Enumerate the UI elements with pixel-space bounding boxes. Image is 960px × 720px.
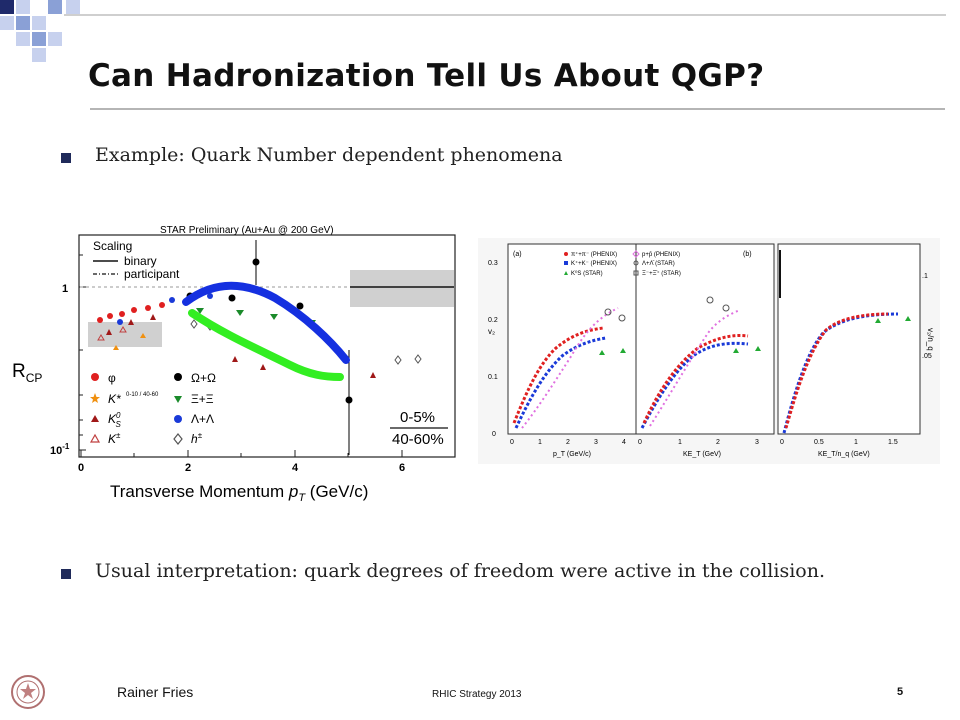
v2-legend: π⁺+π⁻ (PHENIX) K⁺+K⁻ (PHENIX) K⁰S (STAR)… bbox=[564, 250, 681, 277]
svg-text:φ: φ bbox=[108, 371, 116, 385]
svg-text:Ξ+Ξ: Ξ+Ξ bbox=[191, 392, 214, 406]
svg-text:h±: h± bbox=[191, 431, 203, 446]
svg-text:K0S: K0 S bbox=[108, 411, 121, 429]
v2-yticks: 0 0.1 0.2 0.3 bbox=[488, 260, 498, 438]
baryon-trend-curve bbox=[182, 281, 350, 364]
v2-xlabels: p_T (GeV/c) KE_T (GeV) KE_T/n_q (GeV) bbox=[553, 451, 870, 458]
centrality-bottom: 40-60% bbox=[392, 431, 444, 448]
svg-text:0.2: 0.2 bbox=[488, 317, 498, 324]
page-number: 5 bbox=[897, 686, 904, 698]
rcp-data-markers bbox=[97, 240, 422, 455]
rcp-ylabel: RCP bbox=[12, 361, 42, 385]
svg-text:3: 3 bbox=[594, 439, 598, 446]
bullet-marker bbox=[61, 153, 71, 163]
panel-b-label: (b) bbox=[743, 251, 752, 258]
university-seal bbox=[11, 675, 45, 709]
svg-text:2: 2 bbox=[716, 439, 720, 446]
v2-panel-a bbox=[507, 243, 637, 435]
svg-text:Λ+Λ: Λ+Λ bbox=[191, 412, 214, 426]
svg-text:K*: K* bbox=[108, 392, 121, 406]
rcp-xtick-2: 2 bbox=[185, 462, 191, 474]
svg-text:3: 3 bbox=[755, 439, 759, 446]
legend-binary: binary bbox=[124, 254, 157, 268]
v2-xticks: 0 1 2 3 4 0 1 2 3 0 0.5 1 1.5 bbox=[510, 439, 898, 446]
v2-panel-b bbox=[635, 243, 775, 435]
svg-text:π⁺+π⁻ (PHENIX): π⁺+π⁻ (PHENIX) bbox=[571, 251, 617, 258]
svg-text:0-10 / 40-60: 0-10 / 40-60 bbox=[126, 392, 159, 398]
rcp-header: STAR Preliminary (Au+Au @ 200 GeV) bbox=[160, 225, 334, 236]
v2-data-points bbox=[512, 296, 911, 434]
svg-text:0.1: 0.1 bbox=[488, 374, 498, 381]
rcp-species-legend: φ K* 0-10 / 40-60 K0 S K± Ω+Ω Ξ+Ξ Λ+Λ h± bbox=[89, 371, 216, 446]
svg-text:4: 4 bbox=[622, 439, 626, 446]
title-divider bbox=[90, 108, 945, 110]
systematic-band-right bbox=[350, 270, 454, 307]
slide-title: Can Hadronization Tell Us About QGP? bbox=[88, 58, 765, 94]
svg-text:0: 0 bbox=[510, 439, 514, 446]
svg-text:Λ+Λ̄ (STAR): Λ+Λ̄ (STAR) bbox=[642, 261, 675, 267]
bullet-text-2: Usual interpretation: quark degrees of f… bbox=[95, 560, 825, 582]
svg-text:1: 1 bbox=[678, 439, 682, 446]
svg-text:2: 2 bbox=[566, 439, 570, 446]
rcp-scaling-title: Scaling bbox=[93, 239, 132, 253]
rcp-plot-frame bbox=[78, 234, 456, 458]
v2-ylabel: v₂ bbox=[488, 327, 495, 336]
v2-panel-c bbox=[777, 243, 921, 435]
rcp-xtick-0: 0 bbox=[78, 462, 84, 474]
svg-text:0.3: 0.3 bbox=[488, 260, 498, 267]
bullet-marker bbox=[61, 569, 71, 579]
systematic-band-left bbox=[88, 322, 162, 347]
bullet-text-1: Example: Quark Number dependent phenomen… bbox=[95, 144, 563, 166]
panel-a-label: (a) bbox=[513, 251, 522, 258]
svg-text:K±: K± bbox=[108, 431, 121, 446]
svg-text:1: 1 bbox=[538, 439, 542, 446]
rcp-xtick-4: 4 bbox=[292, 462, 299, 474]
svg-text:KE_T (GeV): KE_T (GeV) bbox=[683, 451, 721, 458]
svg-text:K⁺+K⁻ (PHENIX): K⁺+K⁻ (PHENIX) bbox=[571, 260, 617, 267]
svg-text:0.5: 0.5 bbox=[814, 439, 824, 446]
svg-text:p+p̄ (PHENIX): p+p̄ (PHENIX) bbox=[642, 252, 680, 258]
svg-text:.05: .05 bbox=[922, 353, 932, 360]
rcp-ytick-0.1: 10-1 bbox=[50, 442, 70, 457]
rcp-ytick-1: 1 bbox=[62, 283, 68, 295]
v2-figure: (a) (b) π⁺+π⁻ (PHENIX) K⁺+K⁻ (PHENIX) K⁰… bbox=[478, 238, 940, 464]
svg-text:.1: .1 bbox=[922, 273, 928, 280]
svg-text:Ξ⁻+Ξ̄⁺ (STAR): Ξ⁻+Ξ̄⁺ (STAR) bbox=[642, 270, 681, 277]
rcp-xtick-6: 6 bbox=[399, 462, 405, 474]
meson-trend-curve bbox=[188, 309, 344, 381]
svg-text:0: 0 bbox=[638, 439, 642, 446]
svg-text:0: 0 bbox=[492, 431, 496, 438]
centrality-top: 0-5% bbox=[400, 409, 435, 426]
rcp-figure: STAR Preliminary (Au+Au @ 200 GeV) 1 10-… bbox=[12, 225, 456, 504]
footer-event: RHIC Strategy 2013 bbox=[432, 689, 522, 700]
svg-text:0: 0 bbox=[780, 439, 784, 446]
v2-nq-ylabel: v₂/n_q bbox=[926, 328, 935, 351]
rcp-xlabel: Transverse Momentum pT (GeV/c) bbox=[110, 482, 368, 504]
svg-text:1.5: 1.5 bbox=[888, 439, 898, 446]
svg-text:Ω+Ω: Ω+Ω bbox=[191, 371, 216, 385]
footer-author: Rainer Fries bbox=[117, 684, 194, 700]
legend-participant: participant bbox=[124, 267, 180, 281]
v2-nq-yticks: .05 .1 bbox=[922, 273, 932, 360]
svg-text:KE_T/n_q (GeV): KE_T/n_q (GeV) bbox=[818, 451, 870, 458]
svg-text:1: 1 bbox=[854, 439, 858, 446]
svg-text:p_T (GeV/c): p_T (GeV/c) bbox=[553, 451, 591, 458]
svg-text:K⁰S (STAR): K⁰S (STAR) bbox=[571, 270, 603, 277]
